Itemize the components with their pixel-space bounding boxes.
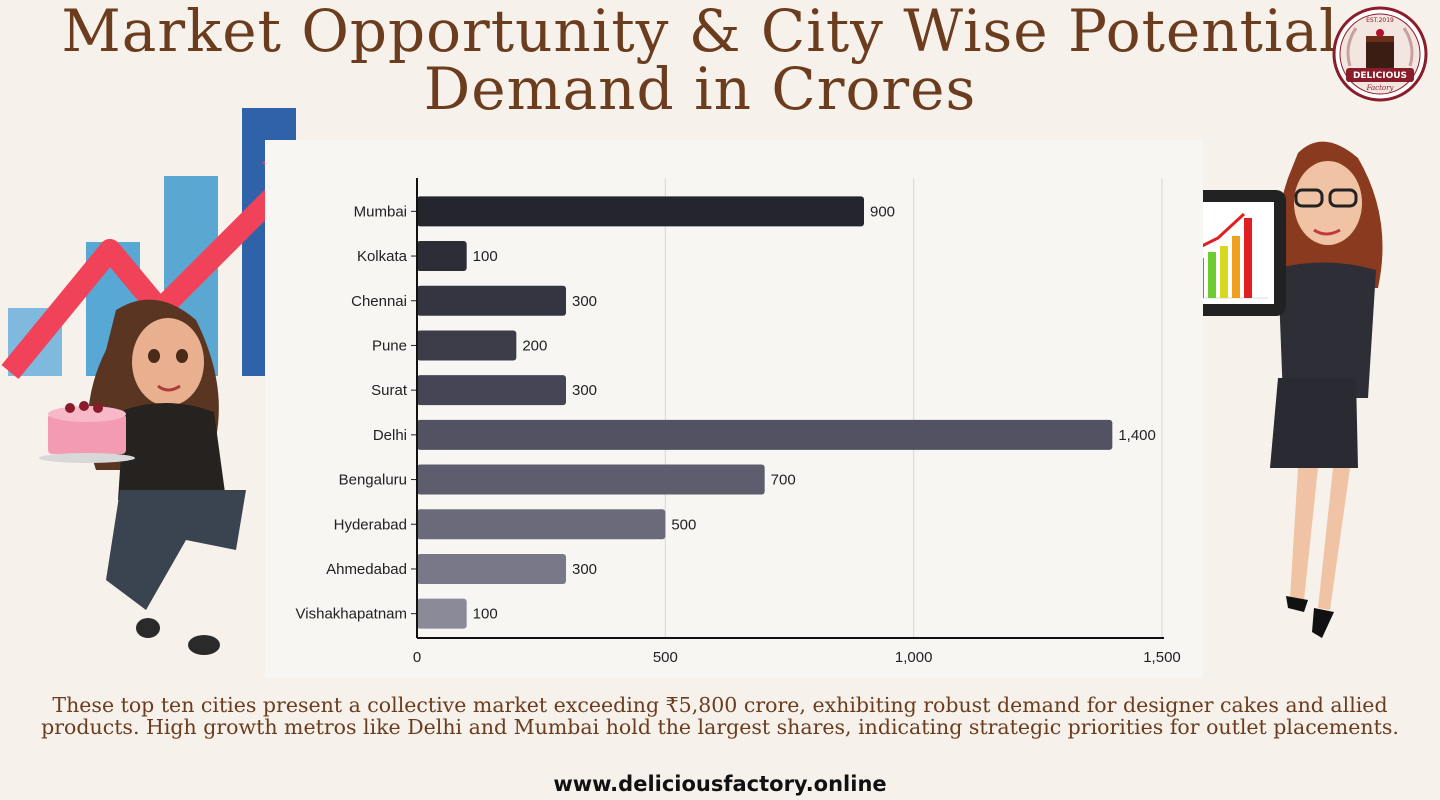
- bar: [417, 464, 765, 495]
- data-label: 900: [870, 203, 895, 220]
- bar: [417, 598, 467, 629]
- bar: [417, 241, 467, 272]
- data-label: 300: [572, 382, 597, 399]
- data-label: 1,400: [1118, 427, 1156, 444]
- category-label: Vishakhapatnam: [296, 606, 407, 623]
- bar: [417, 196, 864, 227]
- data-label: 300: [572, 293, 597, 310]
- x-tick-label: 500: [653, 649, 678, 666]
- logo-brand-1: DELICIOUS: [1353, 71, 1407, 81]
- logo-brand-2: Factory: [1366, 84, 1395, 92]
- data-label: 200: [522, 337, 547, 354]
- category-label: Ahmedabad: [326, 561, 407, 578]
- bar: [417, 509, 666, 540]
- page-title: Market Opportunity & City Wise Potential…: [20, 2, 1380, 118]
- data-label: 100: [473, 606, 498, 623]
- bar: [417, 375, 566, 406]
- category-label: Hyderabad: [334, 516, 407, 533]
- category-label: Chennai: [351, 293, 407, 310]
- bar: [417, 419, 1113, 450]
- data-label: 500: [671, 516, 696, 533]
- x-tick-label: 1,000: [895, 649, 933, 666]
- x-tick-label: 1,500: [1143, 649, 1181, 666]
- category-label: Bengaluru: [339, 472, 407, 489]
- title-line-1: Market Opportunity & City Wise Potential: [61, 0, 1339, 65]
- delicious-factory-logo-icon: EST.2019 DELICIOUS Factory: [1332, 6, 1428, 102]
- chart-panel: [265, 140, 1203, 678]
- category-label: Mumbai: [354, 203, 407, 220]
- data-label: 100: [473, 248, 498, 265]
- category-label: Delhi: [373, 427, 407, 444]
- logo-est: EST.2019: [1366, 17, 1394, 24]
- category-label: Pune: [372, 337, 407, 354]
- bar: [417, 330, 517, 361]
- data-label: 300: [572, 561, 597, 578]
- bar-chart: 0 500 1,000 1,500 Mumbai 900 Kolkata 100 Chennai…: [296, 178, 1181, 666]
- description: These top ten cities present a collectiv…: [41, 693, 1399, 739]
- data-label: 700: [771, 472, 796, 489]
- website-url: www.deliciousfactory.online: [553, 772, 887, 796]
- baker-woman-with-cake-illustration: [39, 299, 246, 655]
- bar: [417, 285, 566, 316]
- bar: [417, 553, 566, 584]
- category-label: Kolkata: [357, 248, 408, 265]
- x-tick-label: 0: [413, 649, 421, 666]
- title-line-2: Demand in Crores: [423, 55, 977, 123]
- category-label: Surat: [371, 382, 408, 399]
